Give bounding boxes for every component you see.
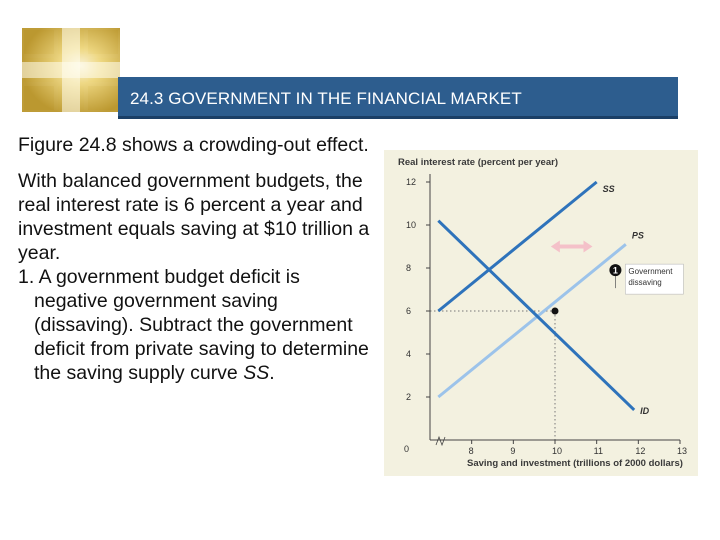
chart-svg: Real interest rate (percent per year) 0 …	[384, 150, 698, 476]
intro-paragraph: Figure 24.8 shows a crowding-out effect.	[18, 134, 369, 156]
series-label-ss: SS	[603, 184, 615, 194]
annotation-marker-number: 1	[613, 266, 618, 276]
series-line-ps	[437, 243, 627, 399]
axis-break-mark	[435, 435, 446, 447]
series-label-id: ID	[640, 406, 650, 416]
origin-label: 0	[404, 444, 409, 454]
series-line-id	[437, 219, 636, 411]
equilibrium-point	[551, 307, 559, 315]
x-axis-label: Saving and investment (trillions of 2000…	[467, 458, 683, 469]
crowding-out-chart: Real interest rate (percent per year) 0 …	[384, 150, 704, 478]
logo-decoration	[22, 28, 120, 112]
annotation-callout-box	[625, 263, 684, 295]
title-bar: 24.3 GOVERNMENT IN THE FINANCIAL MARKET	[118, 77, 678, 119]
step-number: 1.	[18, 266, 35, 288]
series-label-ps: PS	[632, 230, 644, 240]
step-1-paragraph: 1. A government budget deficit is negati…	[18, 265, 373, 385]
x-tick-label: 9	[510, 446, 515, 456]
step-text: A government budget deficit is negative …	[34, 266, 369, 384]
balanced-budget-paragraph: With balanced government budgets, the re…	[18, 170, 370, 264]
x-tick-label: 13	[677, 446, 687, 456]
annotation-marker	[609, 264, 622, 277]
y-tick-label: 8	[406, 263, 411, 273]
y-tick-label: 6	[406, 306, 411, 316]
chart-title: Real interest rate (percent per year)	[398, 157, 558, 168]
annotation-callout-text: Government	[628, 267, 673, 276]
body-text: Figure 24.8 shows a crowding-out effect.…	[18, 133, 373, 385]
x-tick-label: 10	[552, 446, 562, 456]
x-tick-label: 12	[635, 446, 645, 456]
series-line-ss	[437, 180, 598, 313]
y-tick-label: 2	[406, 392, 411, 402]
x-tick-label: 11	[594, 446, 603, 456]
page-title: 24.3 GOVERNMENT IN THE FINANCIAL MARKET	[130, 89, 522, 108]
shift-arrow-head-left	[550, 240, 560, 253]
y-tick-label: 4	[406, 349, 411, 359]
y-tick-label: 10	[406, 220, 416, 230]
y-tick-label: 12	[406, 177, 416, 187]
shift-arrow-head-right	[583, 240, 593, 253]
step-term: SS	[243, 362, 270, 384]
step-end: .	[269, 362, 275, 384]
annotation-callout-text: dissaving	[628, 278, 661, 287]
x-tick-label: 8	[469, 446, 474, 456]
